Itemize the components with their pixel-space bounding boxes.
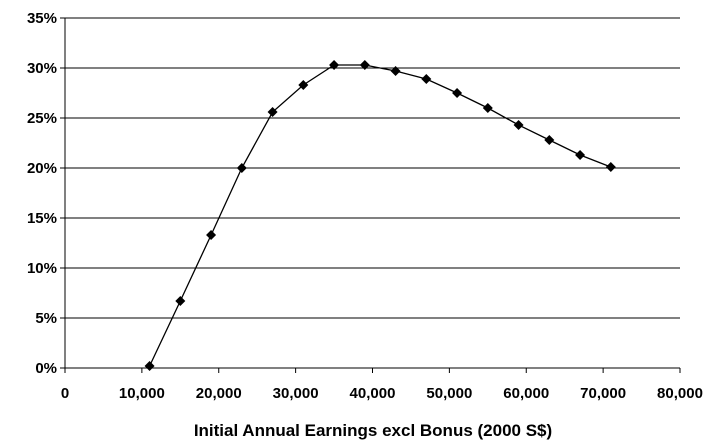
x-tick-label-1: 10,000 (119, 385, 165, 402)
data-series (144, 60, 616, 371)
data-point-9 (421, 74, 432, 84)
data-point-8 (390, 66, 401, 76)
x-tick-label-5: 50,000 (426, 385, 472, 402)
axes (60, 17, 681, 373)
y-tick-label-0: 0% (35, 360, 57, 377)
y-tick-labels: 0% 5% 10% 15% 20% 25% 30% 35% (27, 10, 57, 377)
data-point-10 (452, 88, 463, 98)
x-tick-label-8: 80,000 (657, 385, 703, 402)
x-tick-label-4: 40,000 (350, 385, 396, 402)
y-tick-label-2: 10% (27, 260, 57, 277)
x-tick-label-3: 30,000 (273, 385, 319, 402)
data-point-11 (482, 103, 493, 113)
series-line-0 (149, 64, 612, 367)
x-tick-label-6: 60,000 (503, 385, 549, 402)
y-tick-label-3: 15% (27, 210, 57, 227)
y-tick-label-1: 5% (35, 310, 57, 327)
data-point-4 (267, 107, 278, 117)
data-point-0 (144, 361, 155, 371)
x-tick-label-0: 0 (61, 385, 69, 402)
y-tick-label-7: 35% (27, 10, 57, 27)
data-point-15 (605, 162, 616, 172)
data-point-13 (544, 135, 555, 145)
data-point-2 (206, 230, 217, 240)
y-tick-label-5: 25% (27, 110, 57, 127)
data-point-5 (298, 80, 309, 90)
x-tick-label-7: 70,000 (580, 385, 626, 402)
gridlines (65, 17, 680, 319)
data-point-14 (575, 150, 586, 160)
data-point-6 (329, 60, 340, 70)
data-point-12 (513, 120, 524, 130)
y-tick-label-6: 30% (27, 60, 57, 77)
x-axis-title: Initial Annual Earnings excl Bonus (2000… (194, 421, 552, 440)
x-tick-label-2: 20,000 (196, 385, 242, 402)
x-tick-labels: 0 10,000 20,000 30,000 40,000 50,000 60,000 70,… (61, 385, 703, 402)
data-point-3 (236, 163, 247, 173)
data-point-7 (359, 60, 370, 70)
y-tick-label-4: 20% (27, 160, 57, 177)
data-point-1 (175, 296, 186, 306)
